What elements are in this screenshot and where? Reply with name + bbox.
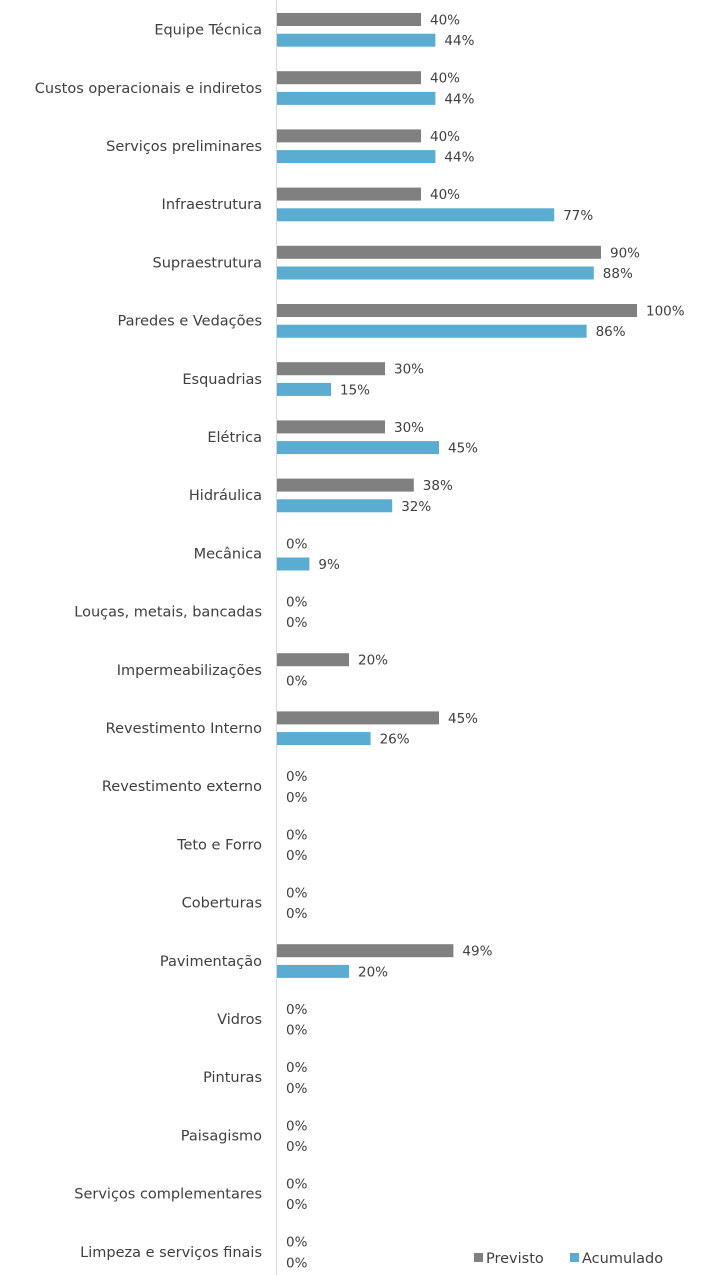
category-label: Limpeza e serviços finais <box>80 1245 262 1261</box>
bar-previsto <box>277 187 421 201</box>
data-label-previsto: 0% <box>286 595 308 611</box>
data-label-acumulado: 0% <box>286 1081 308 1097</box>
bar-acumulado <box>277 964 349 978</box>
data-label-previsto: 49% <box>462 944 492 960</box>
data-label-previsto: 20% <box>358 653 388 669</box>
bars-group: Equipe Técnica 40% 44% Custos operacionais … <box>35 13 685 1272</box>
data-label-acumulado: 0% <box>286 1197 308 1213</box>
data-label-acumulado: 32% <box>401 499 431 515</box>
data-label-acumulado: 44% <box>444 150 474 166</box>
data-label-previsto: 40% <box>430 13 460 29</box>
bar-acumulado <box>277 557 310 571</box>
category-label: Revestimento externo <box>102 779 262 795</box>
bar-acumulado <box>277 382 331 396</box>
data-label-previsto: 0% <box>286 1060 308 1076</box>
category-label: Mecânica <box>194 546 262 562</box>
bar-acumulado <box>277 441 439 455</box>
category-label: Equipe Técnica <box>154 23 262 39</box>
bar-acumulado <box>277 33 436 47</box>
category-label: Paredes e Vedações <box>118 314 262 330</box>
category-label: Pavimentação <box>160 954 262 970</box>
data-label-previsto: 0% <box>286 769 308 785</box>
data-label-previsto: 0% <box>286 1118 308 1134</box>
legend: Previsto Acumulado <box>474 1251 663 1267</box>
data-label-acumulado: 0% <box>286 906 308 922</box>
data-label-acumulado: 0% <box>286 790 308 806</box>
data-label-acumulado: 0% <box>286 848 308 864</box>
data-label-acumulado: 0% <box>286 615 308 631</box>
category-label: Serviços preliminares <box>106 139 262 155</box>
data-label-previsto: 0% <box>286 1177 308 1193</box>
category-label: Elétrica <box>207 430 262 446</box>
data-label-previsto: 30% <box>394 420 424 436</box>
bar-acumulado <box>277 499 393 513</box>
category-label: Coberturas <box>182 896 262 912</box>
legend-swatch-acumulado <box>570 1253 579 1262</box>
data-label-acumulado: 77% <box>563 208 593 224</box>
category-label: Louças, metais, bancadas <box>74 605 262 621</box>
bar-previsto <box>277 71 421 85</box>
bar-previsto <box>277 478 414 492</box>
bar-acumulado <box>277 324 587 338</box>
category-label: Pinturas <box>203 1070 262 1086</box>
legend-swatch-previsto <box>474 1253 483 1262</box>
category-label: Supraestrutura <box>153 255 262 271</box>
data-label-previsto: 90% <box>610 245 640 261</box>
data-label-acumulado: 15% <box>340 382 370 398</box>
bar-acumulado <box>277 266 594 280</box>
data-label-previsto: 0% <box>286 1235 308 1251</box>
data-label-acumulado: 0% <box>286 1023 308 1039</box>
data-label-previsto: 100% <box>646 304 685 320</box>
data-label-acumulado: 0% <box>286 1139 308 1155</box>
data-label-acumulado: 0% <box>286 673 308 689</box>
data-label-acumulado: 44% <box>444 91 474 107</box>
category-label: Impermeabilizações <box>117 663 262 679</box>
data-label-previsto: 40% <box>430 187 460 203</box>
data-label-previsto: 40% <box>430 129 460 145</box>
data-label-previsto: 0% <box>286 886 308 902</box>
data-label-acumulado: 44% <box>444 33 474 49</box>
bar-previsto <box>277 13 421 26</box>
category-label: Hidráulica <box>189 488 262 504</box>
bar-previsto <box>277 304 637 317</box>
data-label-previsto: 30% <box>394 362 424 378</box>
category-label: Custos operacionais e indiretos <box>35 81 262 97</box>
data-label-acumulado: 26% <box>380 732 410 748</box>
legend-label-previsto: Previsto <box>486 1251 544 1267</box>
bar-acumulado <box>277 208 555 222</box>
bar-previsto <box>277 944 454 958</box>
data-label-previsto: 0% <box>286 827 308 843</box>
bar-previsto <box>277 711 439 725</box>
data-label-previsto: 40% <box>430 71 460 87</box>
bar-previsto <box>277 129 421 143</box>
bar-acumulado <box>277 732 371 746</box>
bar-previsto <box>277 362 385 376</box>
legend-label-acumulado: Acumulado <box>582 1251 663 1267</box>
bar-acumulado <box>277 150 436 164</box>
data-label-acumulado: 20% <box>358 964 388 980</box>
data-label-previsto: 45% <box>448 711 478 727</box>
bar-previsto <box>277 420 385 434</box>
category-label: Revestimento Interno <box>106 721 262 737</box>
category-label: Serviços complementares <box>74 1187 262 1203</box>
data-label-previsto: 38% <box>423 478 453 494</box>
data-label-previsto: 0% <box>286 536 308 552</box>
bar-acumulado <box>277 91 436 105</box>
data-label-acumulado: 9% <box>318 557 340 573</box>
data-label-acumulado: 45% <box>448 441 478 457</box>
category-label: Paisagismo <box>181 1128 262 1144</box>
category-label: Esquadrias <box>182 372 262 388</box>
data-label-acumulado: 0% <box>286 1255 308 1271</box>
bar-previsto <box>277 653 349 667</box>
category-label: Vidros <box>217 1012 262 1028</box>
data-label-acumulado: 86% <box>596 324 626 340</box>
category-label: Infraestrutura <box>162 197 262 213</box>
data-label-previsto: 0% <box>286 1002 308 1018</box>
bar-previsto <box>277 245 601 259</box>
category-label: Teto e Forro <box>176 837 262 853</box>
data-label-acumulado: 88% <box>603 266 633 282</box>
